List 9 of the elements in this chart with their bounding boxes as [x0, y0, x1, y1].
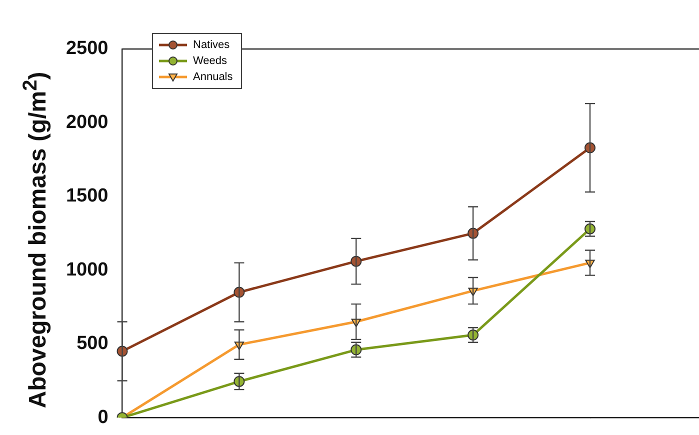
- y-tick-label: 0: [98, 406, 108, 428]
- y-tick-label: 1000: [66, 259, 108, 280]
- y-tick-label: 2000: [66, 112, 108, 133]
- y-tick-label: 2500: [66, 38, 108, 60]
- legend-label: Annuals: [193, 71, 233, 83]
- legend-label: Weeds: [193, 55, 228, 67]
- y-tick-label: 500: [76, 333, 108, 354]
- y-tick-label: 1500: [66, 186, 108, 207]
- legend-label: Natives: [193, 39, 230, 51]
